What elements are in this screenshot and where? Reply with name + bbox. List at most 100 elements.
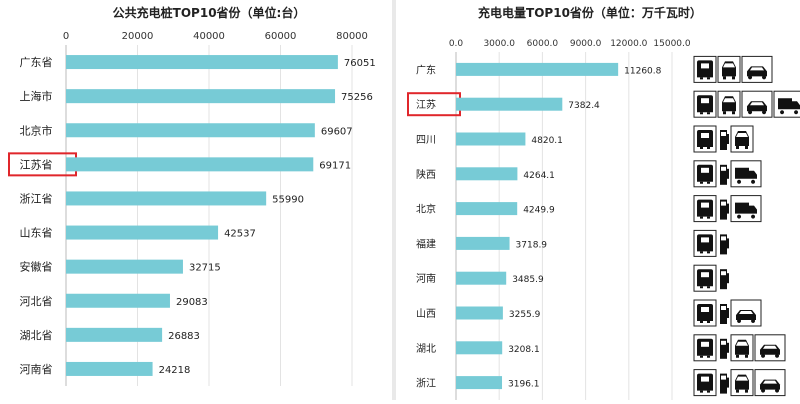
- category-label: 山东省: [20, 227, 53, 240]
- bar: [66, 293, 170, 308]
- category-label: 安徽省: [20, 260, 53, 274]
- category-label: 北京: [416, 203, 436, 216]
- charging-pile-icon: [720, 269, 729, 290]
- value-label: 55990: [272, 194, 304, 205]
- bar: [66, 89, 336, 104]
- public-charging-piles-chart: 公共充电桩TOP10省份（单位:台） 0 20000 40000 60000 80000 广…: [8, 5, 376, 386]
- bar: [456, 271, 507, 285]
- category-label: 湖北: [416, 343, 436, 355]
- bar: [66, 327, 163, 342]
- panel-divider: [392, 0, 396, 400]
- value-label: 32715: [189, 263, 221, 274]
- bar: [456, 306, 503, 320]
- car-icon: [717, 90, 741, 118]
- charging-pile-icon: [720, 130, 729, 150]
- chart-title: 充电电量TOP10省份（单位：万千瓦时）: [478, 5, 702, 20]
- bus-icon: [693, 195, 717, 223]
- value-label: 4820.1: [531, 136, 563, 146]
- taxi-icon: [754, 369, 786, 397]
- category-label: 四川: [416, 135, 436, 146]
- category-label: 陕西: [416, 168, 436, 181]
- bar: [66, 55, 338, 70]
- x-tick-label: 3000.0: [483, 39, 515, 49]
- x-tick-label: 0: [63, 31, 69, 42]
- category-label: 浙江省: [20, 192, 53, 205]
- chart-title: 公共充电桩TOP10省份（单位:台）: [113, 5, 306, 20]
- value-label: 7382.4: [568, 101, 600, 111]
- truck-icon: [773, 90, 800, 118]
- value-label: 29083: [176, 297, 208, 308]
- value-label: 3718.9: [516, 240, 548, 250]
- bus-icon: [693, 90, 717, 118]
- bar: [66, 191, 267, 206]
- taxi-icon: [741, 90, 773, 118]
- x-tick-label: 12000.0: [610, 39, 647, 49]
- x-tick-label: 40000: [193, 31, 225, 42]
- value-label: 69171: [319, 160, 351, 171]
- bar: [456, 62, 619, 76]
- bus-icon: [693, 229, 717, 257]
- value-label: 4249.9: [523, 206, 555, 216]
- truck-icon: [730, 195, 762, 223]
- bus-icon: [693, 299, 717, 327]
- x-tick-label: 15000.0: [653, 39, 690, 49]
- value-label: 26883: [168, 331, 200, 342]
- public-charging-piles-chart-panel: 公共充电桩TOP10省份（单位:台） 0 20000 40000 60000 80000 广…: [0, 0, 388, 400]
- category-label: 浙江: [416, 378, 436, 390]
- car-icon: [730, 125, 754, 153]
- value-label: 4264.1: [523, 171, 555, 181]
- charging-pile-icon: [720, 234, 729, 255]
- category-label: 河南: [416, 272, 436, 285]
- value-label: 76051: [344, 58, 376, 69]
- bar: [456, 132, 526, 146]
- category-label: 河南省: [20, 363, 53, 376]
- bar: [456, 236, 510, 250]
- x-tick-label: 20000: [122, 31, 154, 42]
- x-tick-label: 9000.0: [570, 39, 602, 49]
- value-label: 3255.9: [509, 310, 541, 320]
- x-tick-label: 60000: [265, 31, 297, 42]
- charging-pile-icon: [720, 199, 729, 220]
- category-label: 湖北省: [20, 329, 53, 342]
- charging-energy-chart: 充电电量TOP10省份（单位：万千瓦时） 0.0 3000.0 6000.0 9000.…: [407, 5, 800, 400]
- value-label: 75256: [341, 92, 373, 103]
- category-label: 江苏省: [20, 158, 53, 171]
- x-tick-label: 80000: [336, 31, 368, 42]
- category-label: 广东: [416, 63, 436, 76]
- category-label: 上海市: [20, 89, 53, 103]
- bar: [456, 376, 503, 390]
- category-label: 山西: [416, 308, 436, 320]
- bar: [456, 97, 563, 111]
- value-label: 3196.1: [508, 380, 539, 390]
- value-label: 69607: [321, 126, 353, 137]
- bar: [66, 259, 183, 274]
- car-icon: [717, 55, 741, 83]
- bar: [66, 123, 315, 138]
- bus-icon: [693, 264, 717, 292]
- bus-icon: [693, 334, 717, 362]
- category-label: 广东省: [20, 56, 53, 69]
- x-tick-label: 0.0: [449, 39, 464, 49]
- value-label: 24218: [159, 365, 191, 376]
- truck-icon: [730, 160, 762, 188]
- car-icon: [730, 369, 754, 397]
- charging-pile-icon: [720, 338, 729, 359]
- category-label: 北京市: [20, 123, 53, 137]
- bus-icon: [693, 369, 717, 397]
- value-label: 3485.9: [512, 275, 544, 285]
- bar: [456, 167, 518, 181]
- bus-icon: [693, 55, 717, 83]
- bar: [456, 202, 518, 216]
- category-label: 江苏: [416, 98, 436, 111]
- category-label: 河北省: [20, 295, 53, 308]
- bus-icon: [693, 160, 717, 188]
- charging-pile-icon: [720, 164, 729, 185]
- bar: [66, 361, 153, 376]
- car-icon: [730, 334, 754, 362]
- charging-energy-chart-panel: 充电电量TOP10省份（单位：万千瓦时） 0.0 3000.0 6000.0 9000.…: [400, 0, 800, 400]
- charging-pile-icon: [720, 373, 729, 394]
- value-label: 11260.8: [624, 66, 661, 76]
- bar: [66, 225, 219, 240]
- value-label: 42537: [224, 229, 256, 240]
